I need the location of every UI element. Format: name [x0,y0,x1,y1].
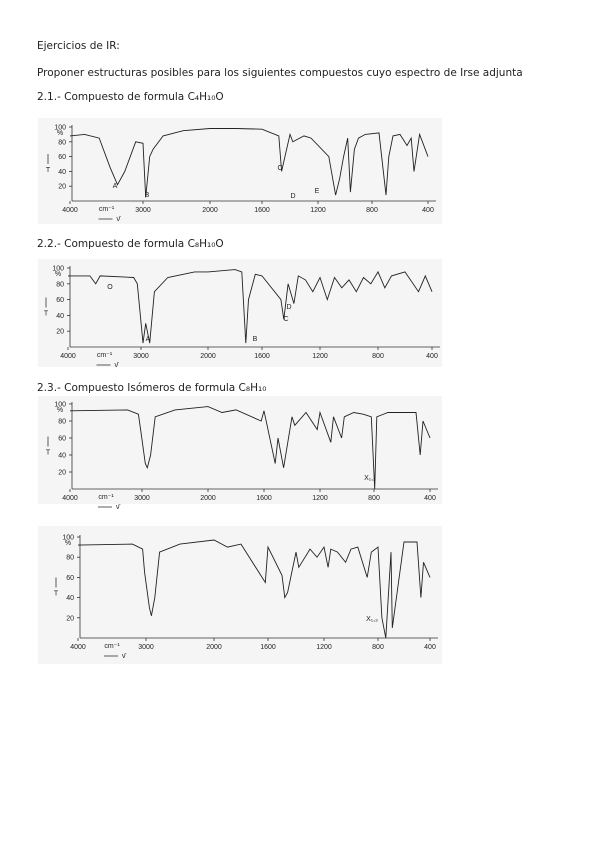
spectrum-trace [77,539,431,639]
x-unit: cm⁻¹ [104,643,120,650]
peak-label: A [113,183,118,190]
peak-label: A [146,336,151,343]
x-tick-label: 1200 [316,644,332,651]
y-tick-label: 80 [66,555,74,562]
x-tick-label: 3000 [133,353,149,360]
x-tick-label: 800 [372,353,384,360]
x-unit: cm⁻¹ [97,352,113,359]
x-tick-label: 3000 [138,644,154,651]
x-tick-label: 2000 [206,644,222,651]
x-tick-label: 2000 [202,207,218,214]
scan-frame [38,259,442,367]
y-tick-label: 60 [66,575,74,582]
spectrum-trace [69,128,429,198]
section-heading: 2.1.- Compuesto de formula C₄H₁₀O [37,91,224,103]
y-tick-label: 100 [54,125,66,132]
x-tick-label: 3000 [135,207,151,214]
x-symbol: ν̄ [122,653,127,660]
peak-label: X₁,₂ [364,475,376,482]
y-tick-label: 40 [56,313,64,320]
y-tick-label: 40 [58,169,66,176]
x-tick-label: 2000 [200,353,216,360]
x-symbol: ν̄ [117,216,122,223]
y-tick-label: 20 [56,329,64,336]
x-tick-label: 4000 [62,207,78,214]
peak-label: B [145,192,150,199]
y-tick-label: 100 [54,402,66,409]
x-unit: cm⁻¹ [98,494,114,501]
spectrum-trace [69,406,431,490]
x-tick-label: 1600 [260,644,276,651]
x-tick-label: 4000 [62,495,78,502]
y-tick-label: 60 [58,154,66,161]
section-heading: 2.3.- Compuesto Isómeros de formula C₈H₁… [37,382,266,394]
x-tick-label: 2000 [200,495,216,502]
x-tick-label: 4000 [70,644,86,651]
y-unit: % [57,407,63,414]
y-tick-label: 20 [58,184,66,191]
y-tick-label: 80 [58,139,66,146]
x-tick-label: 4000 [60,353,76,360]
y-tick-label: 100 [52,266,64,273]
peak-label: B [253,336,258,343]
y-unit: % [65,540,71,547]
x-tick-label: 400 [424,495,436,502]
section-heading: 2.2.- Compuesto de formula C₈H₁₀O [37,238,224,250]
peak-label: C [277,165,282,172]
scan-frame [38,118,442,224]
x-tick-label: 1600 [254,207,270,214]
instruction: Proponer estructuras posibles para los s… [37,67,523,79]
y-tick-label: 80 [56,281,64,288]
peak-label: D [290,193,295,200]
x-tick-label: 1600 [254,353,270,360]
peak-label: C [283,316,288,323]
y-tick-label: 40 [66,595,74,602]
peak-label: E [315,188,320,195]
x-unit: cm⁻¹ [99,206,115,213]
scan-frame [38,526,442,664]
y-tick-label: 20 [66,615,74,622]
x-tick-label: 400 [424,644,436,651]
scan-frame [38,396,442,504]
y-tick-label: 100 [62,535,74,542]
peak-label: O [107,284,113,291]
x-tick-label: 400 [422,207,434,214]
x-tick-label: 800 [366,207,378,214]
y-tick-label: 20 [58,470,66,477]
peak-label: X₁,₃ [366,616,378,623]
y-label: T [54,591,59,598]
peak-label: D [286,304,291,311]
x-tick-label: 3000 [134,495,150,502]
spectrum-trace [68,269,433,344]
x-tick-label: 800 [372,644,384,651]
y-unit: % [55,271,61,278]
y-tick-label: 60 [56,297,64,304]
y-unit: % [57,130,63,137]
y-label: T [46,450,51,457]
x-tick-label: 1200 [312,353,328,360]
y-label: T [46,167,51,174]
x-tick-label: 400 [426,353,438,360]
x-tick-label: 1200 [312,495,328,502]
y-tick-label: 80 [58,419,66,426]
x-tick-label: 1600 [256,495,272,502]
x-symbol: ν̄ [116,504,121,511]
y-tick-label: 60 [58,436,66,443]
y-tick-label: 40 [58,453,66,460]
title: Ejercicios de IR: [37,40,120,52]
x-tick-label: 1200 [310,207,326,214]
x-tick-label: 800 [368,495,380,502]
y-label: T [44,311,49,318]
x-symbol: ν̄ [115,362,120,369]
